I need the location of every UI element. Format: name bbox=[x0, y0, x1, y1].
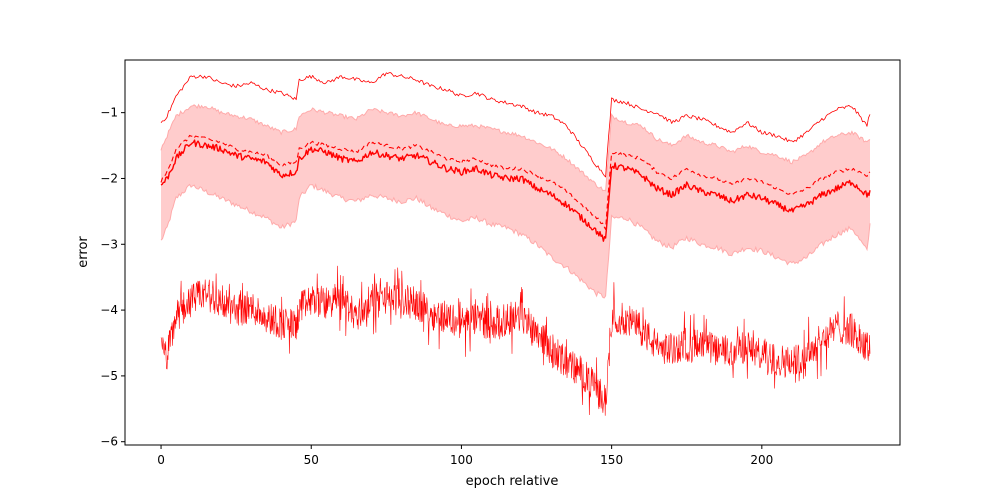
series-line-1 bbox=[160, 72, 871, 178]
x-tick-label: 200 bbox=[750, 453, 773, 467]
series-line-3 bbox=[160, 139, 871, 242]
band-lower-edge bbox=[160, 183, 871, 299]
x-tick-label: 0 bbox=[157, 453, 165, 467]
x-tick-label: 100 bbox=[450, 453, 473, 467]
y-tick-label: −3 bbox=[100, 237, 118, 251]
y-tick-label: −2 bbox=[100, 171, 118, 185]
band-upper-edge bbox=[160, 103, 871, 192]
y-axis-label: error bbox=[76, 236, 91, 268]
y-axis-ticks: −6 −5 −4 −3 −2 −1 bbox=[100, 106, 125, 449]
y-tick-label: −5 bbox=[100, 369, 118, 383]
series-line-4 bbox=[160, 265, 871, 416]
confidence-band bbox=[161, 104, 870, 298]
y-tick-label: −6 bbox=[100, 435, 118, 449]
plot-area bbox=[160, 72, 871, 416]
x-tick-label: 150 bbox=[600, 453, 623, 467]
x-axis-ticks: 0 50 100 150 200 bbox=[157, 445, 773, 467]
x-tick-label: 50 bbox=[304, 453, 319, 467]
axes-frame bbox=[124, 59, 901, 446]
y-tick-label: −1 bbox=[100, 106, 118, 120]
x-axis-label: epoch relative bbox=[466, 474, 559, 489]
series-line-2 bbox=[160, 134, 871, 230]
y-tick-label: −4 bbox=[100, 303, 118, 317]
